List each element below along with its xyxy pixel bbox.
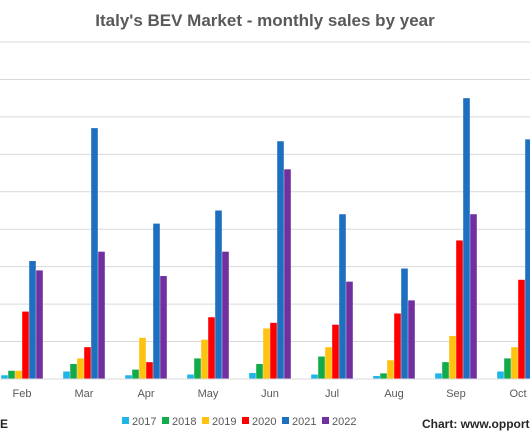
bar-sep-2019 bbox=[449, 335, 456, 379]
x-tick-label: Apr bbox=[137, 388, 154, 400]
bar-jun-2020 bbox=[270, 322, 277, 379]
bar-mar-2017 bbox=[63, 371, 70, 379]
bar-apr-2019 bbox=[139, 337, 146, 379]
bar-jul-2018 bbox=[318, 356, 325, 379]
bar-apr-2022 bbox=[160, 276, 167, 379]
bar-feb-2019 bbox=[15, 370, 22, 379]
gridlines bbox=[0, 41, 530, 343]
bar-aug-2021 bbox=[401, 268, 408, 379]
x-tick-label: Jun bbox=[261, 388, 279, 400]
bar-sep-2020 bbox=[456, 240, 463, 379]
bar-oct-2020 bbox=[518, 279, 525, 379]
bar-oct-2017 bbox=[497, 371, 504, 379]
bar-oct-2018 bbox=[504, 358, 511, 379]
bar-sep-2022 bbox=[470, 214, 477, 379]
x-tick-label: May bbox=[198, 388, 219, 400]
bars bbox=[1, 98, 530, 380]
bar-jun-2018 bbox=[256, 364, 263, 379]
bar-aug-2019 bbox=[387, 360, 394, 379]
legend-label-2019: 2019 bbox=[212, 416, 236, 428]
bar-apr-2021 bbox=[153, 223, 160, 379]
bar-apr-2020 bbox=[146, 362, 153, 379]
bar-jun-2022 bbox=[284, 169, 291, 379]
bar-mar-2019 bbox=[77, 358, 84, 379]
chart-title: Italy's BEV Market - monthly sales by ye… bbox=[95, 11, 435, 30]
bar-aug-2018 bbox=[380, 373, 387, 379]
bar-feb-2018 bbox=[8, 370, 15, 379]
legend-label-2017: 2017 bbox=[132, 416, 156, 428]
legend-label-2018: 2018 bbox=[172, 416, 196, 428]
x-tick-label: Sep bbox=[446, 388, 466, 400]
bar-feb-2022 bbox=[36, 270, 43, 379]
bar-aug-2022 bbox=[408, 300, 415, 379]
x-tick-label: Feb bbox=[13, 388, 32, 400]
bar-may-2022 bbox=[222, 251, 229, 379]
bar-mar-2021 bbox=[91, 128, 98, 379]
bar-jul-2022 bbox=[346, 281, 353, 379]
bar-may-2020 bbox=[208, 317, 215, 379]
x-tick-label: Aug bbox=[384, 388, 404, 400]
legend: 2017 2018 2019 2020 2021 2022 bbox=[122, 416, 356, 428]
bar-mar-2018 bbox=[70, 364, 77, 379]
legend-label-2022: 2022 bbox=[332, 416, 356, 428]
bar-jun-2019 bbox=[263, 328, 270, 379]
bar-may-2021 bbox=[215, 210, 222, 379]
bar-may-2018 bbox=[194, 358, 201, 379]
bar-oct-2021 bbox=[525, 139, 530, 379]
bar-may-2017 bbox=[187, 374, 194, 379]
bar-jul-2020 bbox=[332, 324, 339, 379]
bar-aug-2017 bbox=[373, 376, 380, 379]
chart-source-credit: Chart: www.opportu bbox=[422, 417, 530, 431]
legend-label-2020: 2020 bbox=[252, 416, 276, 428]
bar-apr-2017 bbox=[125, 375, 132, 379]
x-tick-label: Jul bbox=[325, 388, 339, 400]
bar-feb-2020 bbox=[22, 311, 29, 379]
legend-label-2021: 2021 bbox=[292, 416, 316, 428]
bar-jul-2021 bbox=[339, 214, 346, 379]
bar-apr-2018 bbox=[132, 369, 139, 379]
bar-jul-2017 bbox=[311, 374, 318, 379]
bar-feb-2021 bbox=[29, 261, 36, 379]
legend-swatch-2021 bbox=[282, 417, 289, 424]
bar-oct-2019 bbox=[511, 347, 518, 379]
bar-sep-2017 bbox=[435, 373, 442, 379]
bar-jun-2017 bbox=[249, 373, 256, 379]
bar-sep-2021 bbox=[463, 98, 470, 380]
bar-sep-2018 bbox=[442, 362, 449, 379]
bar-mar-2020 bbox=[84, 347, 91, 379]
bar-jul-2019 bbox=[325, 347, 332, 379]
legend-swatch-2020 bbox=[242, 417, 249, 424]
bar-mar-2022 bbox=[98, 251, 105, 379]
x-tick-label: Oct bbox=[509, 388, 526, 400]
legend-swatch-2019 bbox=[202, 417, 209, 424]
bar-aug-2020 bbox=[394, 313, 401, 379]
bar-feb-2017 bbox=[1, 375, 8, 379]
bar-jun-2021 bbox=[277, 141, 284, 379]
bar-may-2019 bbox=[201, 339, 208, 379]
legend-swatch-2022 bbox=[322, 417, 329, 424]
x-tick-labels: Feb Mar Apr May Jun Jul Aug Sep Oct bbox=[13, 388, 527, 400]
legend-swatch-2017 bbox=[122, 417, 129, 424]
legend-swatch-2018 bbox=[162, 417, 169, 424]
footer-left-fragment: E bbox=[0, 417, 8, 431]
x-tick-label: Mar bbox=[75, 388, 94, 400]
